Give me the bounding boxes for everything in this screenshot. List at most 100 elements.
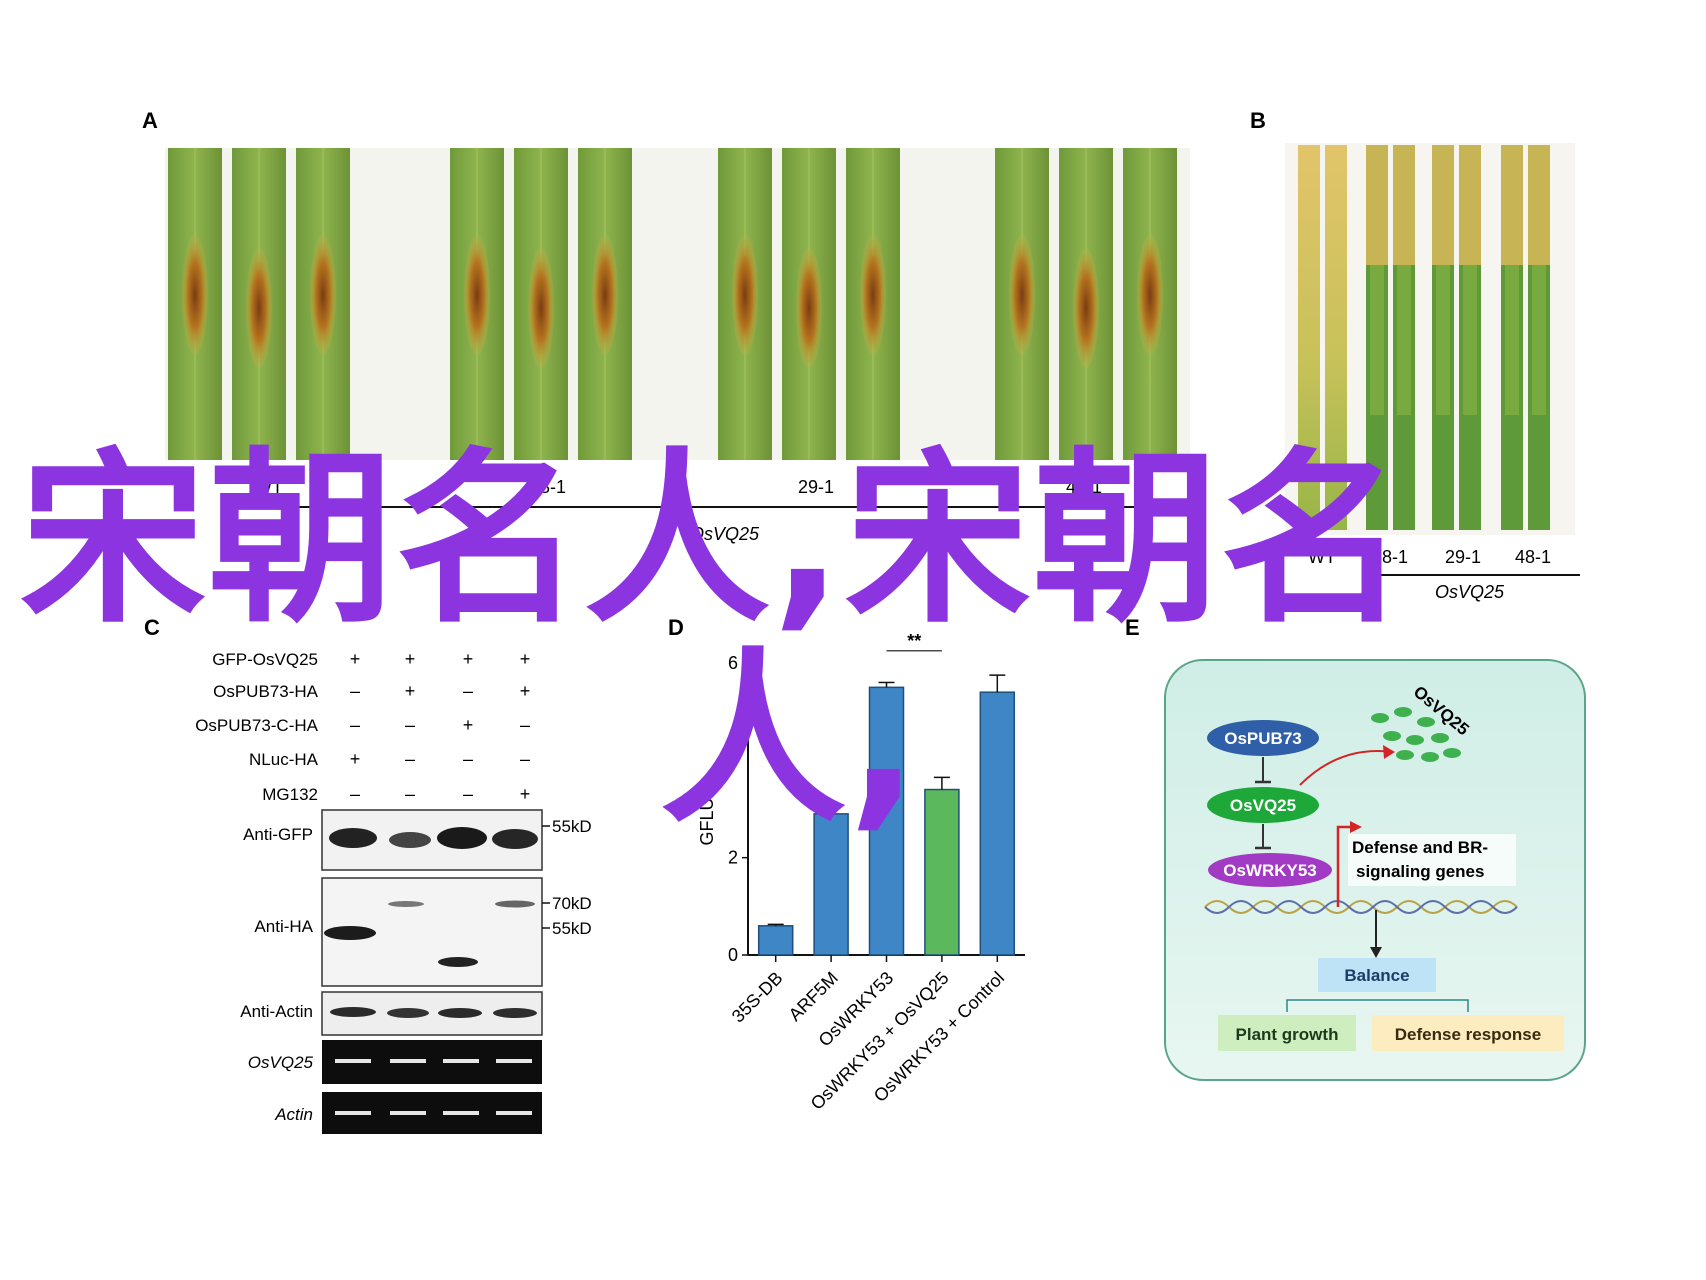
panel-c-mark: + (405, 649, 416, 669)
node-oswrky53 (1208, 853, 1332, 887)
bar (924, 788, 960, 956)
y-tick-label: 6 (728, 653, 738, 673)
panel-c-mark: + (350, 749, 361, 769)
balance-label: Balance (1344, 966, 1409, 985)
blot-label: Actin (274, 1105, 313, 1124)
lesion (182, 235, 208, 355)
genes-box (1348, 834, 1516, 886)
lesion (1137, 235, 1163, 355)
panel-b-gene-label: OsVQ25 (1435, 582, 1505, 602)
lesion (1073, 248, 1099, 368)
gel-actin: Actin (274, 1092, 542, 1134)
genes-label-line2: signaling genes (1356, 862, 1484, 881)
plant-growth-box (1218, 1015, 1356, 1051)
blot-anti-gfp: Anti-GFP 55kD (243, 809, 592, 871)
panel-c-mark: + (520, 649, 531, 669)
panel-a-label-48-1: 48-1 (1066, 477, 1102, 497)
panel-c-letter: C (144, 615, 160, 640)
defense-response-label: Defense response (1395, 1025, 1541, 1044)
degradation-arrow (1299, 750, 1394, 786)
dna-strand-1 (1204, 900, 1518, 914)
bar (757, 925, 794, 956)
panel-c-row-label: GFP-OsVQ25 (212, 650, 318, 669)
panel-a-gene-label: OsVQ25 (690, 524, 760, 544)
panel-d-letter: D (668, 615, 684, 640)
panel-c-mark: – (463, 681, 473, 701)
bar (813, 813, 849, 956)
blot-marker: 55kD (552, 919, 592, 938)
plant-growth-label: Plant growth (1236, 1025, 1339, 1044)
blot-anti-ha: Anti-HA 70kD 55kD (254, 877, 592, 987)
node-oswrky53-label: OsWRKY53 (1223, 861, 1317, 880)
lesion (1009, 235, 1035, 355)
panel-c-mark: – (405, 715, 415, 735)
panel-a-label-28-1: 28-1 (530, 477, 566, 497)
panel-b-label-29-1: 29-1 (1445, 547, 1481, 567)
panel-b-label-wt: WT (1308, 547, 1336, 567)
panel-b-leaf-photo (1285, 143, 1575, 535)
node-osvq25-label: OsVQ25 (1230, 796, 1296, 815)
blot-label: Anti-Actin (240, 1002, 313, 1021)
panel-c-mark: + (520, 681, 531, 701)
panel-c-condition-table: GFP-OsVQ25 OsPUB73-HA OsPUB73-C-HA NLuc-… (195, 649, 530, 804)
panel-c-mark: – (405, 749, 415, 769)
panel-c-row-label: MG132 (262, 785, 318, 804)
panel-e-model-diagram: OsPUB73 OsVQ25 OsVQ25 OsWRKY53 (1164, 659, 1586, 1081)
panel-c-mark: – (350, 784, 360, 804)
balance-box (1318, 958, 1436, 992)
leaf (1298, 145, 1320, 530)
node-ospub73 (1207, 720, 1319, 756)
lesion (246, 248, 272, 368)
panel-c-mark: + (463, 715, 474, 735)
panel-c-mark: – (350, 715, 360, 735)
bar (868, 686, 905, 956)
panel-e-letter: E (1125, 615, 1140, 640)
panel-c-row-label: OsPUB73-C-HA (195, 716, 318, 735)
x-tick-label: 35S-DB (728, 968, 787, 1027)
blot-label: Anti-GFP (243, 825, 313, 844)
genes-label-line1: Defense and BR- (1352, 838, 1488, 857)
panel-c-row-label: OsPUB73-HA (213, 682, 319, 701)
panel-c-mark: + (463, 649, 474, 669)
lesion (860, 235, 886, 355)
lesion (528, 248, 554, 368)
panel-c-mark: – (350, 681, 360, 701)
activation-arrowhead (1350, 821, 1362, 833)
lesion (732, 235, 758, 355)
panel-a-leaf-photo (165, 148, 1190, 460)
panel-c-mark: + (350, 649, 361, 669)
panel-b-label-28-1: 28-1 (1372, 547, 1408, 567)
balance-bracket (1286, 999, 1469, 1012)
panel-c-mark: – (520, 715, 530, 735)
lesion (592, 235, 618, 355)
blot-marker: 70kD (552, 894, 592, 913)
lesion (464, 235, 490, 355)
panel-c-mark: – (405, 784, 415, 804)
blot-label: Anti-HA (254, 917, 313, 936)
balance-arrowhead (1370, 947, 1382, 958)
panel-c-mark: – (463, 749, 473, 769)
degradation-arrowhead (1383, 745, 1395, 759)
degraded-fragments (1371, 707, 1461, 762)
panel-b-letter: B (1250, 108, 1266, 133)
panel-a-label-29-1: 29-1 (798, 477, 834, 497)
panel-a-label-wt: WT (255, 477, 283, 497)
blot-anti-actin: Anti-Actin (240, 991, 543, 1036)
y-axis-label: GFLUC (697, 784, 717, 845)
leaf (1325, 145, 1347, 530)
dna-strand-2 (1204, 900, 1518, 914)
gel-osvq25: OsVQ25 (248, 1040, 542, 1084)
panel-c-mark: + (405, 681, 416, 701)
panel-b-label-48-1: 48-1 (1515, 547, 1551, 567)
lesion (310, 235, 336, 355)
significance-label: ** (907, 631, 921, 651)
panel-c-mark: + (520, 784, 531, 804)
bar (979, 691, 1016, 956)
panel-c-mark: – (520, 749, 530, 769)
node-osvq25 (1207, 787, 1319, 823)
y-tick-label: 0 (728, 945, 738, 965)
panel-c-row-label: NLuc-HA (249, 750, 319, 769)
lesion (796, 248, 822, 368)
